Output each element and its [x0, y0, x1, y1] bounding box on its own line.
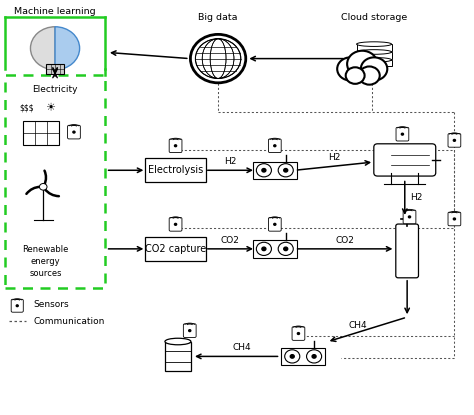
FancyBboxPatch shape: [145, 158, 206, 182]
Text: Machine learning: Machine learning: [14, 7, 96, 15]
Text: CO2: CO2: [335, 236, 354, 245]
Circle shape: [290, 355, 294, 358]
Circle shape: [39, 183, 47, 190]
Wedge shape: [55, 27, 80, 70]
Circle shape: [73, 131, 75, 133]
Text: H2: H2: [224, 157, 237, 166]
Text: Sensors: Sensors: [34, 300, 69, 309]
FancyBboxPatch shape: [396, 127, 409, 141]
Circle shape: [297, 332, 300, 334]
FancyBboxPatch shape: [183, 324, 196, 337]
FancyBboxPatch shape: [23, 121, 59, 146]
FancyBboxPatch shape: [403, 210, 416, 224]
Circle shape: [174, 223, 177, 225]
FancyBboxPatch shape: [253, 240, 297, 258]
Circle shape: [453, 218, 456, 220]
Circle shape: [256, 242, 272, 256]
FancyBboxPatch shape: [253, 161, 297, 179]
Text: Renewable
energy
sources: Renewable energy sources: [22, 245, 69, 278]
Text: Communication: Communication: [34, 317, 105, 326]
Text: CH4: CH4: [348, 320, 367, 330]
FancyBboxPatch shape: [448, 134, 461, 147]
Text: Big data: Big data: [198, 13, 238, 22]
FancyBboxPatch shape: [46, 64, 64, 74]
Text: CO2: CO2: [221, 236, 240, 245]
Circle shape: [191, 34, 246, 83]
FancyBboxPatch shape: [396, 224, 419, 278]
Circle shape: [401, 133, 403, 135]
Circle shape: [346, 67, 365, 84]
Text: H2: H2: [328, 153, 340, 162]
Ellipse shape: [165, 338, 191, 345]
FancyBboxPatch shape: [11, 299, 23, 312]
Circle shape: [262, 247, 266, 251]
Circle shape: [285, 350, 300, 363]
Circle shape: [16, 305, 18, 307]
FancyBboxPatch shape: [356, 52, 392, 59]
Circle shape: [409, 216, 410, 218]
Circle shape: [262, 168, 266, 172]
FancyBboxPatch shape: [5, 75, 105, 288]
Circle shape: [195, 39, 241, 78]
Circle shape: [284, 168, 288, 172]
Text: $$$: $$$: [19, 104, 34, 113]
Circle shape: [347, 51, 377, 77]
Text: H2: H2: [410, 193, 423, 202]
Text: Electrolysis: Electrolysis: [148, 165, 203, 175]
Text: Electricity: Electricity: [32, 85, 78, 94]
FancyBboxPatch shape: [268, 139, 281, 153]
FancyBboxPatch shape: [268, 217, 281, 231]
FancyBboxPatch shape: [169, 217, 182, 231]
Circle shape: [307, 350, 322, 363]
Ellipse shape: [356, 42, 392, 46]
Ellipse shape: [356, 50, 392, 54]
FancyBboxPatch shape: [145, 237, 206, 261]
Circle shape: [361, 57, 387, 81]
Text: CH4: CH4: [232, 343, 251, 352]
FancyBboxPatch shape: [165, 342, 191, 371]
Circle shape: [312, 355, 316, 358]
Circle shape: [278, 242, 293, 256]
Circle shape: [256, 164, 272, 177]
Circle shape: [278, 164, 293, 177]
Circle shape: [359, 66, 380, 85]
Text: CO2 capture: CO2 capture: [145, 244, 206, 254]
FancyBboxPatch shape: [374, 144, 436, 176]
Circle shape: [453, 139, 456, 141]
Circle shape: [284, 247, 288, 251]
FancyBboxPatch shape: [292, 327, 305, 340]
Circle shape: [274, 145, 276, 146]
FancyBboxPatch shape: [448, 212, 461, 226]
Text: ☀: ☀: [46, 103, 55, 113]
FancyBboxPatch shape: [282, 348, 325, 365]
FancyBboxPatch shape: [68, 125, 80, 139]
Wedge shape: [30, 27, 55, 70]
Circle shape: [189, 330, 191, 332]
Circle shape: [274, 223, 276, 225]
Circle shape: [174, 145, 177, 146]
FancyBboxPatch shape: [356, 44, 392, 51]
Ellipse shape: [356, 58, 392, 62]
Circle shape: [337, 57, 364, 81]
FancyBboxPatch shape: [169, 139, 182, 153]
Text: Cloud storage: Cloud storage: [341, 13, 407, 22]
FancyBboxPatch shape: [356, 60, 392, 66]
